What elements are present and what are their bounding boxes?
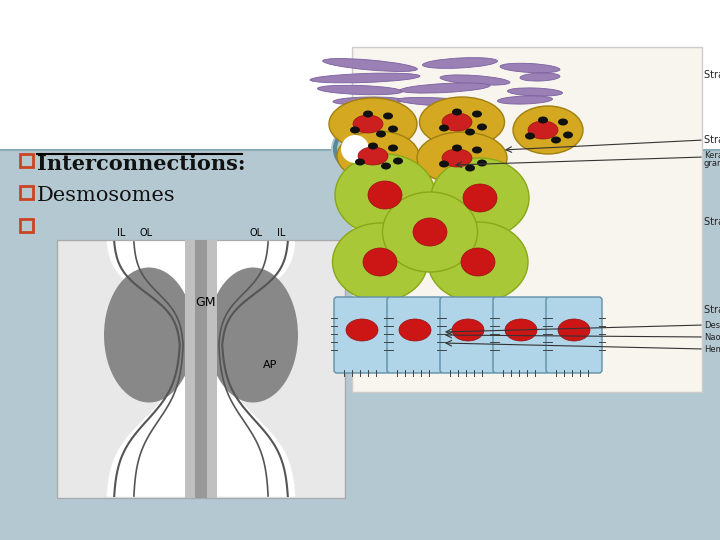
Bar [20,219,33,232]
Ellipse shape [472,146,482,153]
FancyBboxPatch shape [493,297,549,373]
Ellipse shape [383,112,393,119]
Circle shape [331,125,379,173]
Ellipse shape [525,132,535,139]
Ellipse shape [428,222,528,302]
Text: Interconnections:: Interconnections: [37,154,246,174]
Text: IL: IL [276,228,285,238]
Ellipse shape [563,132,573,138]
Ellipse shape [452,145,462,152]
Ellipse shape [513,106,583,154]
Ellipse shape [329,98,417,150]
Ellipse shape [376,131,386,138]
Ellipse shape [388,125,398,132]
Bar [185,240,217,498]
Ellipse shape [353,115,383,133]
Ellipse shape [477,159,487,166]
Ellipse shape [337,131,419,181]
Ellipse shape [368,181,402,209]
Ellipse shape [551,137,561,144]
Ellipse shape [381,163,391,170]
Text: Stratum basale: Stratum basale [704,305,720,315]
Ellipse shape [382,192,477,272]
Ellipse shape [465,129,475,136]
Text: Stratum spinosum: Stratum spinosum [704,217,720,227]
Ellipse shape [442,113,472,131]
Ellipse shape [399,319,431,341]
Ellipse shape [363,111,373,118]
Text: AP: AP [263,360,277,370]
FancyBboxPatch shape [387,297,443,373]
Ellipse shape [310,73,420,83]
Ellipse shape [463,184,497,212]
Text: OL: OL [249,228,263,238]
Ellipse shape [368,143,378,150]
Text: Stratum granulosum: Stratum granulosum [704,135,720,145]
Ellipse shape [461,248,495,276]
Ellipse shape [333,223,428,301]
Ellipse shape [439,160,449,167]
FancyBboxPatch shape [440,297,496,373]
Ellipse shape [413,218,447,246]
FancyBboxPatch shape [546,297,602,373]
Ellipse shape [350,126,360,133]
Ellipse shape [452,319,484,341]
Text: OL: OL [140,228,153,238]
Ellipse shape [558,118,568,125]
Bar [195,240,207,498]
Ellipse shape [208,267,298,402]
Ellipse shape [388,145,398,152]
Text: Keratohyalin: Keratohyalin [704,151,720,159]
Bar [20,186,33,199]
Ellipse shape [472,111,482,118]
Text: Naoleus: Naoleus [704,333,720,341]
Ellipse shape [318,85,402,94]
Ellipse shape [420,97,505,147]
Ellipse shape [355,159,365,165]
Polygon shape [107,242,201,496]
Ellipse shape [417,132,507,184]
Ellipse shape [442,149,472,167]
Bar [20,154,33,167]
Text: GM: GM [196,296,216,309]
Ellipse shape [358,147,388,165]
Ellipse shape [393,158,403,165]
Ellipse shape [528,121,558,139]
Ellipse shape [465,165,475,172]
Ellipse shape [520,73,560,81]
Text: Desmosomes: Desmosomes [37,186,176,205]
Ellipse shape [335,154,435,236]
Ellipse shape [477,124,487,131]
Ellipse shape [333,97,403,105]
Ellipse shape [508,88,562,96]
Bar [0,150,720,540]
Ellipse shape [505,319,537,341]
Bar [352,47,702,392]
Ellipse shape [346,319,378,341]
Text: granule: granule [704,159,720,168]
Ellipse shape [440,75,510,85]
Ellipse shape [323,58,418,71]
Ellipse shape [397,97,482,106]
Ellipse shape [498,96,552,104]
Ellipse shape [400,83,490,93]
Bar [0,0,720,150]
Ellipse shape [538,117,548,124]
Ellipse shape [363,248,397,276]
Ellipse shape [500,63,560,73]
Text: IL: IL [117,228,125,238]
FancyBboxPatch shape [334,297,390,373]
Circle shape [341,135,369,163]
Text: Hemidesmosomes: Hemidesmosomes [704,345,720,354]
Ellipse shape [431,158,529,238]
Ellipse shape [558,319,590,341]
Ellipse shape [104,267,194,402]
Ellipse shape [423,58,498,69]
Text: Stratum corneum: Stratum corneum [704,70,720,80]
Text: Desmosomes: Desmosomes [704,321,720,329]
Bar [57,240,345,498]
Polygon shape [201,242,294,496]
Ellipse shape [439,125,449,132]
Ellipse shape [452,109,462,116]
